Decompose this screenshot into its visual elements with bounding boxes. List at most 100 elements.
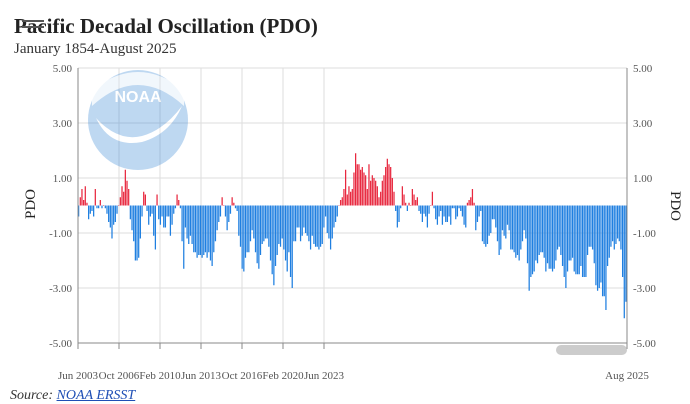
pdo-bar: [324, 205, 327, 217]
pdo-bar: [196, 205, 198, 258]
pdo-bar: [468, 200, 470, 206]
pdo-bar: [551, 205, 554, 272]
y-axis-left-title: PDO: [23, 189, 39, 219]
pdo-bar: [343, 189, 345, 206]
pdo-bar: [283, 205, 285, 250]
pdo-bar: [101, 205, 103, 209]
pdo-bar: [395, 205, 397, 211]
bars: [78, 153, 627, 319]
pdo-bar: [410, 205, 412, 206]
pdo-bar: [470, 197, 472, 206]
pdo-bar: [590, 205, 592, 247]
pdo-bar: [224, 205, 227, 217]
pdo-bar: [309, 205, 312, 250]
pdo-bar: [616, 205, 619, 239]
pdo-bar: [98, 205, 100, 209]
pdo-bar: [441, 205, 444, 225]
pdo-bar: [566, 205, 569, 272]
pdo-bar: [336, 205, 338, 217]
pdo-bar: [370, 180, 372, 206]
pdo-bar: [418, 205, 420, 211]
pdo-bar: [585, 205, 587, 277]
pdo-bar: [536, 205, 539, 264]
hamburger-menu-icon[interactable]: [22, 20, 44, 34]
pdo-bar: [346, 194, 348, 206]
pdo-bar: [525, 205, 527, 239]
pdo-bar: [246, 205, 248, 253]
pdo-bar: [124, 169, 126, 206]
pdo-bar: [620, 205, 622, 250]
pdo-bar: [481, 205, 484, 242]
pdo-bar: [350, 191, 352, 206]
pdo-bar: [96, 205, 98, 209]
pdo-bar: [153, 205, 155, 236]
pdo-bar: [194, 205, 197, 253]
pdo-bar: [398, 205, 400, 222]
pdo-bar: [326, 205, 328, 233]
pdo-bar: [393, 191, 395, 206]
pdo-bar: [561, 205, 564, 266]
pdo-bar: [396, 205, 398, 228]
y-axis-left-ticks: 5.00 3.00 1.00 -1.00 -3.00 -5.00: [49, 63, 72, 350]
pdo-bar: [425, 205, 427, 217]
pdo-bar: [191, 205, 193, 244]
pdo-bar: [401, 186, 403, 206]
pdo-bar: [501, 205, 504, 231]
pdo-bar: [294, 205, 297, 242]
pdo-bar: [428, 205, 430, 214]
pdo-bar: [521, 205, 524, 242]
pdo-bar: [555, 205, 557, 261]
pdo-bar: [154, 205, 157, 250]
chart-subtitle: January 1854-August 2025: [14, 41, 177, 57]
pdo-bar: [601, 205, 604, 297]
pdo-bar: [89, 205, 91, 214]
pdo-bar: [385, 167, 387, 206]
pdo-bar: [203, 205, 205, 255]
pdo-bar: [460, 205, 462, 211]
pdo-bar: [156, 194, 158, 206]
pdo-bar: [248, 205, 250, 253]
pdo-bar: [318, 205, 320, 250]
pdo-bar: [323, 205, 325, 228]
pdo-bar: [104, 205, 106, 209]
pdo-bar: [136, 205, 138, 261]
pdo-bar: [556, 205, 559, 250]
pdo-bar: [233, 202, 235, 206]
pdo-bar: [621, 205, 624, 277]
pdo-bar: [436, 205, 439, 225]
pdo-bar: [106, 205, 108, 214]
pdo-bar: [171, 205, 173, 225]
pdo-bar: [258, 205, 260, 269]
pdo-bar: [183, 205, 185, 269]
pdo-bar: [490, 205, 492, 233]
pdo-bar: [505, 205, 507, 239]
pdo-bar: [363, 172, 365, 206]
pdo-bar: [138, 205, 140, 258]
pdo-bar: [264, 205, 267, 239]
pdo-bar: [204, 205, 207, 253]
pdo-bar: [149, 205, 151, 217]
pdo-bar: [94, 189, 96, 206]
pdo-bar: [339, 200, 342, 206]
x-axis-ticks: Jun 2003 Oct 2006 Feb 2010 Jun 2013 Oct 2016…: [58, 343, 649, 382]
pdo-bar: [151, 205, 153, 214]
y-tick-label-right: -1.00: [633, 228, 656, 240]
pdo-bar: [545, 205, 547, 272]
pdo-bar: [526, 205, 529, 264]
range-scrollbar-thumb[interactable]: [556, 345, 627, 355]
pdo-bar: [380, 191, 382, 206]
pdo-bar: [166, 205, 168, 217]
y-tick-label-left: -5.00: [49, 338, 72, 350]
pdo-bar: [263, 205, 265, 242]
pdo-bar: [108, 205, 110, 222]
pdo-bar: [593, 205, 595, 264]
pdo-bar: [163, 205, 165, 228]
pdo-bar: [411, 189, 413, 206]
pdo-bar: [508, 205, 510, 231]
pdo-bar: [455, 205, 457, 220]
pdo-bar: [261, 205, 263, 244]
x-tick-label: Oct 2016: [222, 370, 263, 382]
source-link[interactable]: NOAA ERSST: [56, 388, 136, 403]
pdo-bar: [144, 194, 146, 206]
